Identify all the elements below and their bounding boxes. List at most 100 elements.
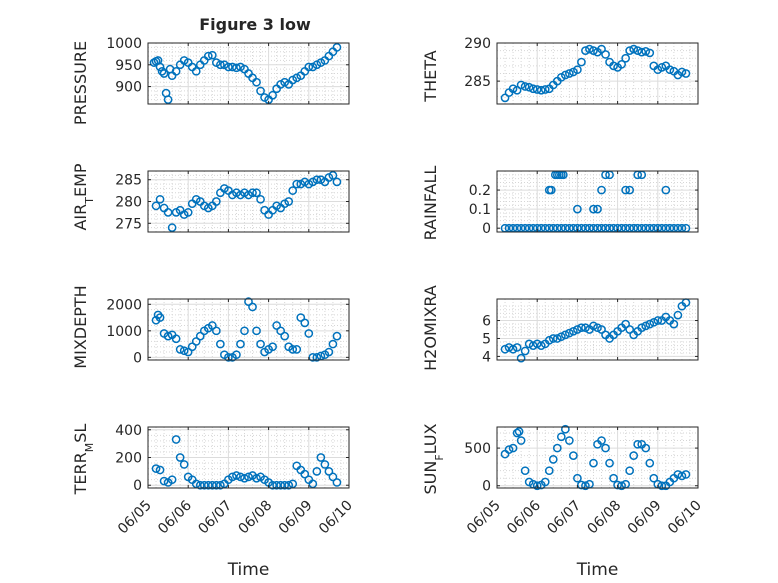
y-tick-label: 275	[115, 216, 142, 232]
data-point	[191, 337, 201, 346]
data-point	[151, 464, 161, 473]
data-point	[191, 479, 201, 489]
data-point	[516, 80, 526, 90]
subplot-3: 275 280 285 AIRTEMP	[71, 163, 350, 233]
data-point	[593, 323, 602, 333]
data-point	[657, 63, 667, 72]
data-point	[532, 85, 542, 94]
data-point	[589, 204, 598, 214]
data-point	[155, 465, 165, 475]
data-point	[516, 436, 526, 445]
axes-frame	[147, 298, 350, 361]
data-point	[544, 466, 554, 476]
figure-title: Figure 3 low	[199, 15, 311, 34]
data-point	[661, 185, 671, 195]
data-point	[320, 460, 330, 469]
data-point	[524, 82, 534, 92]
data-point	[605, 458, 614, 468]
data-point	[560, 424, 570, 434]
data-point	[512, 343, 522, 352]
data-point	[625, 46, 635, 55]
data-point	[625, 466, 635, 476]
data-point	[508, 344, 518, 354]
y-tick-label: 285	[115, 173, 142, 189]
data-point	[272, 480, 281, 490]
data-point	[573, 65, 582, 75]
y-tick-label: 280	[115, 195, 142, 211]
data-point	[573, 473, 582, 483]
y-axis-label: H2OMIXRA	[421, 285, 440, 371]
data-point	[500, 344, 510, 354]
data-point	[585, 44, 594, 54]
y-tick-label: 6	[482, 314, 491, 330]
data-point	[240, 326, 249, 336]
data-point	[292, 345, 302, 354]
data-point	[536, 85, 546, 95]
data-point	[292, 179, 302, 189]
data-point	[304, 329, 314, 338]
data-series	[500, 44, 691, 103]
data-point	[207, 480, 217, 490]
data-point	[232, 471, 241, 480]
data-point	[552, 334, 562, 343]
data-point	[157, 66, 167, 76]
data-point	[645, 48, 655, 58]
data-point	[665, 65, 675, 75]
data-point	[328, 171, 338, 180]
data-point	[681, 69, 691, 78]
data-point	[597, 185, 606, 195]
data-point	[328, 472, 338, 482]
data-point	[155, 62, 165, 72]
data-point	[163, 208, 173, 217]
subplot-6: 4 56 H2OMIXRA	[421, 285, 699, 371]
data-point	[211, 480, 221, 490]
data-point	[552, 443, 562, 453]
data-point	[565, 436, 574, 445]
data-point	[577, 323, 586, 333]
data-point	[256, 86, 265, 96]
data-point	[520, 82, 530, 91]
data-point	[577, 480, 586, 490]
data-point	[569, 326, 578, 336]
data-point	[621, 53, 630, 63]
data-point	[332, 177, 342, 187]
data-point	[645, 319, 655, 329]
data-point	[524, 339, 534, 349]
data-point	[163, 331, 173, 341]
data-point	[641, 47, 651, 56]
y-tick-label: 2000	[106, 297, 142, 313]
data-point	[625, 185, 635, 195]
data-point	[540, 85, 550, 94]
y-axis-label: PRESSURE	[71, 41, 90, 125]
data-point	[593, 204, 602, 214]
data-point	[597, 44, 606, 54]
data-point	[504, 343, 514, 352]
y-tick-label: 1000	[106, 36, 142, 52]
data-point	[252, 473, 261, 483]
data-point	[232, 350, 241, 360]
data-point	[171, 435, 181, 444]
data-point	[244, 472, 253, 482]
data-point	[179, 346, 189, 356]
data-point	[621, 185, 630, 195]
y-tick-label: 500	[464, 441, 491, 457]
data-point	[589, 458, 598, 468]
data-point	[216, 339, 225, 349]
axes-frame	[496, 170, 699, 233]
y-tick-label: 0.2	[469, 183, 491, 199]
data-point	[308, 479, 318, 489]
data-point	[504, 445, 514, 454]
data-point	[183, 347, 193, 357]
data-point	[167, 223, 177, 232]
data-point	[514, 427, 524, 436]
data-point	[520, 346, 530, 356]
y-tick-label: 0	[482, 221, 491, 237]
data-point	[276, 326, 286, 336]
data-point	[191, 66, 201, 76]
data-point	[151, 201, 161, 211]
data-point	[207, 321, 217, 330]
data-point	[228, 472, 237, 482]
data-point	[236, 472, 245, 482]
data-point	[155, 194, 165, 204]
data-point	[597, 436, 606, 445]
